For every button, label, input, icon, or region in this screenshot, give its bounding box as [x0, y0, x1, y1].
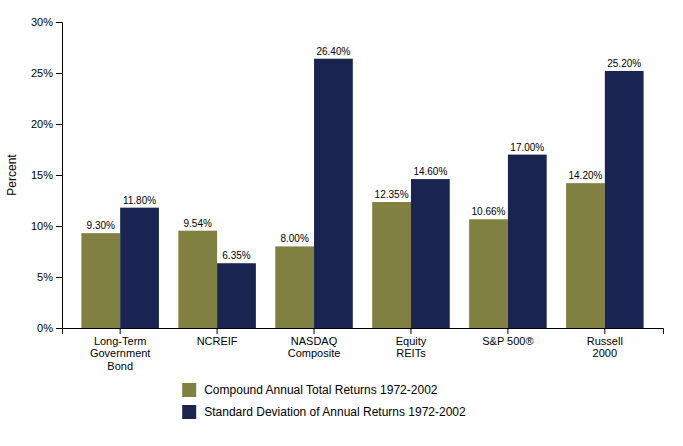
legend: Compound Annual Total Returns 1972-2002 S…	[182, 383, 466, 419]
x-tick: NCREIF	[197, 328, 238, 347]
y-tick-mark	[56, 22, 62, 23]
legend-item: Compound Annual Total Returns 1972-2002	[182, 383, 438, 397]
data-label: 12.35%	[375, 189, 409, 200]
x-axis: Long-TermGovernmentBond NCREIF NASDAQCompo…	[63, 328, 664, 372]
legend-label: Compound Annual Total Returns 1972-2002	[204, 383, 438, 397]
y-tick: 0%	[37, 322, 62, 334]
y-tick-mark	[56, 124, 62, 125]
series-bars	[120, 59, 643, 328]
bar	[314, 59, 353, 328]
y-axis-title: Percent	[5, 154, 19, 196]
y-tick-label: 25%	[31, 67, 53, 79]
y-tick-mark	[56, 226, 62, 227]
bar	[411, 179, 450, 328]
data-label: 9.54%	[184, 218, 212, 229]
bar	[217, 263, 256, 328]
x-tick-mark	[217, 328, 218, 334]
legend-swatch	[182, 383, 196, 397]
x-tick-label-line: NASDAQ	[291, 335, 338, 347]
legend-item: Standard Deviation of Annual Returns 197…	[182, 405, 466, 419]
x-tick-label-line: Russell	[587, 335, 623, 347]
x-tick-label-line: Equity	[396, 335, 427, 347]
x-tick-label: NCREIF	[197, 335, 238, 347]
bar	[508, 155, 547, 328]
y-tick: 15%	[31, 169, 62, 181]
bar	[605, 71, 644, 328]
x-tick: Long-TermGovernmentBond	[90, 328, 151, 372]
x-tick: S&P 500®	[482, 328, 533, 347]
data-label: 14.20%	[568, 170, 602, 181]
x-tick: NASDAQComposite	[288, 328, 341, 359]
x-axis-line	[63, 329, 664, 335]
chart: 0% 5% 10% 15% 20% 25% 30% Long-TermGovernmentBo…	[0, 0, 683, 446]
x-tick-mark	[507, 328, 508, 334]
x-tick-label-line: 2000	[593, 347, 617, 359]
y-tick-mark	[56, 277, 62, 278]
x-tick-label: NASDAQComposite	[288, 335, 341, 360]
y-tick-label: 30%	[31, 16, 53, 28]
y-tick-mark	[56, 175, 62, 176]
x-tick-label: EquityREITs	[396, 335, 427, 360]
x-tick-label: Russell2000	[587, 335, 623, 360]
y-tick-label: 10%	[31, 220, 53, 232]
data-label: 6.35%	[222, 250, 250, 261]
bar	[120, 208, 159, 328]
bar	[275, 246, 314, 328]
x-tick-mark	[604, 328, 605, 334]
x-tick-mark	[314, 328, 315, 334]
y-tick-label: 0%	[37, 322, 53, 334]
bar	[178, 231, 217, 328]
x-tick-label: S&P 500®	[482, 335, 533, 347]
y-tick-mark	[56, 328, 62, 329]
y-axis: 0% 5% 10% 15% 20% 25% 30%	[31, 16, 63, 334]
x-tick-label-line: REITs	[396, 347, 426, 359]
bar	[81, 233, 120, 328]
bars	[81, 59, 643, 328]
y-tick: 10%	[31, 220, 62, 232]
x-tick-label-line: Government	[90, 347, 151, 359]
x-tick-mark	[410, 328, 411, 334]
x-tick-label-line: S&P 500®	[482, 335, 533, 347]
legend-swatch	[182, 405, 196, 419]
x-tick-label-line: Long-Term	[94, 335, 147, 347]
data-label: 14.60%	[413, 166, 447, 177]
y-tick-mark	[56, 73, 62, 74]
y-tick: 5%	[37, 271, 62, 283]
data-labels: 9.30% 9.54% 8.00% 12.35% 10.66% 14.20% 11.80% 6…	[87, 46, 642, 262]
x-tick: Russell2000	[587, 328, 623, 359]
data-label: 8.00%	[280, 233, 308, 244]
plot: 0% 5% 10% 15% 20% 25% 30% Long-TermGovernmentBo…	[5, 16, 664, 419]
x-tick-label-line: NCREIF	[197, 335, 238, 347]
y-tick: 25%	[31, 67, 62, 79]
x-tick-label-line: Composite	[288, 347, 341, 359]
x-tick: EquityREITs	[396, 328, 427, 359]
y-tick-label: 20%	[31, 118, 53, 130]
bar	[372, 202, 411, 328]
y-axis-line	[56, 23, 63, 329]
data-label: 9.30%	[87, 220, 115, 231]
legend-label: Standard Deviation of Annual Returns 197…	[204, 405, 466, 419]
data-label: 10.66%	[472, 206, 506, 217]
x-tick-mark	[120, 328, 121, 334]
bar	[566, 183, 605, 328]
x-tick-label-line: Bond	[107, 360, 133, 372]
data-label: 11.80%	[123, 195, 156, 206]
data-label: 25.20%	[607, 58, 641, 69]
data-label: 17.00%	[510, 142, 544, 153]
bar	[469, 219, 508, 328]
y-tick-label: 5%	[37, 271, 53, 283]
data-label: 26.40%	[316, 46, 350, 57]
y-tick-label: 15%	[31, 169, 53, 181]
x-tick-label: Long-TermGovernmentBond	[90, 335, 151, 372]
y-tick: 30%	[31, 16, 62, 28]
y-tick: 20%	[31, 118, 62, 130]
